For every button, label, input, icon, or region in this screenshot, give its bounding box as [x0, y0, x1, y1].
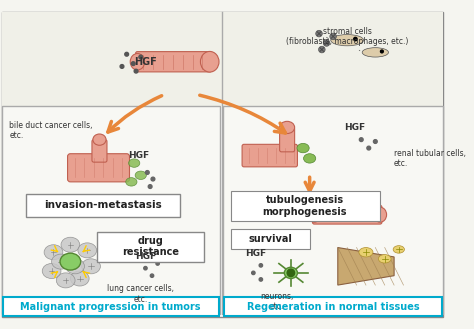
FancyBboxPatch shape — [231, 191, 380, 221]
Ellipse shape — [359, 247, 373, 257]
Ellipse shape — [393, 246, 404, 253]
Circle shape — [139, 55, 143, 59]
Circle shape — [146, 171, 149, 174]
Text: HGF: HGF — [134, 57, 157, 67]
Circle shape — [259, 264, 263, 267]
Text: survival: survival — [248, 234, 292, 244]
Ellipse shape — [42, 264, 61, 279]
Text: bile duct cancer cells,
etc.: bile duct cancer cells, etc. — [9, 121, 93, 140]
Circle shape — [367, 146, 371, 150]
Circle shape — [151, 177, 155, 181]
FancyBboxPatch shape — [136, 52, 211, 72]
Ellipse shape — [93, 134, 106, 145]
Ellipse shape — [130, 54, 145, 70]
Circle shape — [359, 138, 363, 141]
Ellipse shape — [135, 171, 146, 180]
Ellipse shape — [82, 259, 100, 274]
FancyBboxPatch shape — [2, 12, 443, 106]
FancyBboxPatch shape — [280, 127, 295, 152]
Ellipse shape — [378, 255, 391, 263]
Circle shape — [354, 38, 357, 41]
Circle shape — [156, 262, 159, 265]
Ellipse shape — [308, 207, 321, 222]
Circle shape — [319, 46, 325, 53]
Circle shape — [330, 33, 337, 40]
Text: renal tubular cells,
etc.: renal tubular cells, etc. — [394, 149, 466, 168]
Ellipse shape — [280, 121, 295, 134]
Text: Regeneration in normal tissues: Regeneration in normal tissues — [247, 302, 419, 312]
Text: invasion-metastasis: invasion-metastasis — [45, 200, 162, 210]
Ellipse shape — [362, 48, 389, 57]
FancyArrowPatch shape — [327, 37, 328, 38]
Ellipse shape — [201, 51, 219, 72]
Circle shape — [150, 274, 154, 277]
Circle shape — [125, 52, 128, 56]
Ellipse shape — [126, 178, 137, 186]
Circle shape — [148, 185, 152, 189]
Ellipse shape — [70, 271, 89, 286]
Ellipse shape — [56, 273, 75, 288]
FancyArrowPatch shape — [359, 50, 360, 51]
Text: HGF: HGF — [344, 123, 365, 132]
Ellipse shape — [303, 154, 316, 163]
Ellipse shape — [66, 259, 84, 274]
Circle shape — [134, 69, 138, 73]
Circle shape — [144, 266, 147, 270]
Text: Malignant progression in tumors: Malignant progression in tumors — [20, 302, 201, 312]
Ellipse shape — [61, 237, 80, 252]
FancyBboxPatch shape — [231, 229, 310, 249]
Ellipse shape — [297, 143, 309, 153]
Circle shape — [287, 269, 295, 277]
FancyBboxPatch shape — [26, 194, 180, 216]
FancyBboxPatch shape — [223, 106, 443, 314]
Text: lung cancer cells,
etc.: lung cancer cells, etc. — [107, 284, 174, 304]
Ellipse shape — [331, 35, 364, 46]
FancyBboxPatch shape — [2, 106, 219, 314]
Circle shape — [259, 278, 263, 281]
FancyBboxPatch shape — [2, 12, 443, 317]
Text: drug
resistance: drug resistance — [122, 236, 179, 257]
Polygon shape — [338, 247, 394, 285]
Text: HGF: HGF — [128, 151, 149, 161]
FancyBboxPatch shape — [224, 297, 442, 316]
FancyBboxPatch shape — [3, 297, 219, 316]
FancyBboxPatch shape — [242, 144, 298, 167]
Text: tubulogenesis
morphogenesis: tubulogenesis morphogenesis — [263, 195, 347, 217]
FancyBboxPatch shape — [312, 205, 382, 224]
Ellipse shape — [60, 253, 81, 270]
Circle shape — [374, 139, 377, 143]
FancyBboxPatch shape — [68, 154, 129, 182]
Text: neurons,
etc.: neurons, etc. — [260, 291, 293, 311]
Circle shape — [120, 64, 124, 68]
Text: HGF: HGF — [135, 252, 156, 261]
Circle shape — [131, 62, 135, 65]
Ellipse shape — [44, 245, 63, 260]
Ellipse shape — [52, 254, 70, 269]
Ellipse shape — [128, 159, 140, 167]
Circle shape — [381, 50, 383, 53]
FancyBboxPatch shape — [92, 139, 107, 162]
Ellipse shape — [284, 267, 298, 279]
Text: stromal cells
(fibroblasts, macrophages, etc.): stromal cells (fibroblasts, macrophages,… — [286, 27, 409, 46]
Ellipse shape — [78, 243, 97, 258]
Circle shape — [323, 40, 330, 46]
Ellipse shape — [374, 207, 387, 222]
FancyBboxPatch shape — [97, 232, 204, 262]
Circle shape — [316, 30, 322, 37]
Circle shape — [252, 271, 255, 275]
Text: HGF: HGF — [245, 249, 266, 258]
